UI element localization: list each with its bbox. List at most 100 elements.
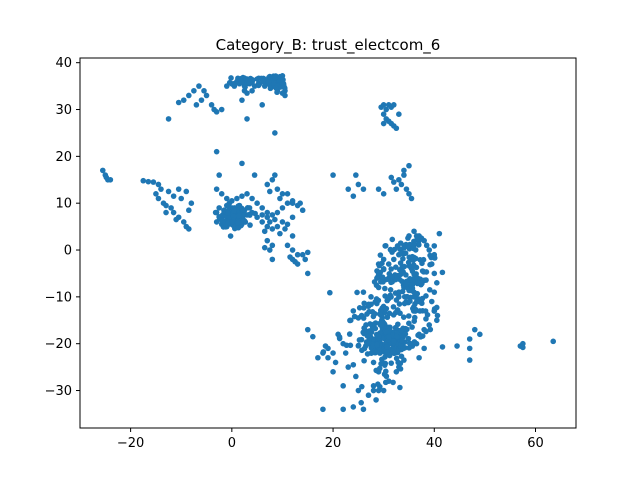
- data-point: [379, 274, 386, 280]
- data-point: [364, 311, 370, 317]
- data-point: [218, 106, 225, 113]
- data-point: [382, 379, 389, 386]
- data-point: [264, 223, 271, 230]
- data-point: [370, 359, 377, 366]
- data-point: [235, 224, 242, 231]
- points-layer: [99, 73, 557, 413]
- data-point: [272, 130, 278, 136]
- data-point: [292, 258, 298, 265]
- data-point: [433, 304, 440, 311]
- data-point: [361, 300, 368, 307]
- y-tick-label: −10: [45, 290, 72, 305]
- data-point: [302, 256, 309, 263]
- data-point: [412, 255, 419, 262]
- data-point: [186, 226, 192, 232]
- data-point: [379, 321, 385, 328]
- data-point: [304, 326, 311, 333]
- data-point: [225, 209, 231, 216]
- data-point: [163, 209, 169, 216]
- data-point: [384, 349, 391, 355]
- data-point: [427, 261, 433, 268]
- data-point: [287, 254, 293, 260]
- data-point: [261, 228, 268, 235]
- data-point: [390, 304, 397, 310]
- data-point: [272, 74, 278, 81]
- data-point: [466, 345, 473, 352]
- x-tick-label: 40: [426, 436, 443, 451]
- data-point: [406, 241, 413, 248]
- data-point: [410, 262, 417, 268]
- data-point: [471, 326, 478, 333]
- data-point: [284, 221, 291, 228]
- data-point: [396, 301, 403, 307]
- data-point: [397, 240, 404, 246]
- data-point: [391, 102, 397, 108]
- data-point: [274, 186, 281, 192]
- data-point: [252, 210, 258, 217]
- data-point: [398, 181, 405, 188]
- data-point: [380, 387, 387, 394]
- data-point: [380, 102, 387, 108]
- data-point: [423, 328, 429, 335]
- data-point: [384, 344, 390, 350]
- x-tick-label: 20: [325, 436, 342, 451]
- data-point: [356, 305, 363, 311]
- data-point: [274, 223, 281, 230]
- data-point: [140, 177, 147, 184]
- data-point: [386, 334, 392, 340]
- data-point: [264, 214, 271, 221]
- data-point: [416, 241, 422, 248]
- data-point: [361, 325, 367, 331]
- data-point: [400, 314, 407, 320]
- data-point: [393, 297, 400, 303]
- data-point: [396, 111, 402, 117]
- data-point: [346, 331, 353, 337]
- data-point: [180, 97, 187, 103]
- data-point: [414, 290, 421, 297]
- data-point: [397, 246, 403, 252]
- data-point: [391, 179, 397, 185]
- data-point: [336, 334, 343, 340]
- data-point: [411, 339, 418, 345]
- data-point: [279, 205, 286, 211]
- data-point: [244, 204, 251, 211]
- data-point: [264, 237, 271, 244]
- data-point: [367, 321, 373, 327]
- data-point: [218, 191, 225, 197]
- data-point: [426, 247, 433, 253]
- data-point: [345, 364, 352, 370]
- data-point: [426, 287, 433, 293]
- data-point: [386, 310, 393, 317]
- data-point: [406, 287, 412, 294]
- data-point: [280, 80, 287, 87]
- data-point: [269, 212, 276, 218]
- data-point: [289, 233, 296, 239]
- data-point: [388, 360, 395, 366]
- data-point: [411, 239, 417, 246]
- data-point: [188, 200, 195, 206]
- data-point: [254, 200, 260, 206]
- data-point: [351, 313, 358, 320]
- data-point: [289, 247, 296, 253]
- data-point: [240, 212, 246, 219]
- data-point: [416, 354, 422, 361]
- data-point: [310, 333, 316, 340]
- data-point: [393, 264, 399, 270]
- data-point: [259, 102, 266, 108]
- data-point: [378, 360, 384, 367]
- data-point: [277, 230, 283, 237]
- data-point: [414, 280, 421, 287]
- data-point: [370, 349, 376, 356]
- data-point: [396, 176, 402, 183]
- data-point: [391, 256, 397, 263]
- data-point: [390, 338, 397, 344]
- data-point: [216, 214, 222, 220]
- data-point: [383, 106, 390, 113]
- data-point: [436, 230, 443, 237]
- data-point: [353, 373, 359, 380]
- plot-frame: [79, 57, 577, 429]
- data-point: [550, 338, 557, 345]
- data-point: [330, 369, 336, 375]
- data-point: [382, 243, 388, 249]
